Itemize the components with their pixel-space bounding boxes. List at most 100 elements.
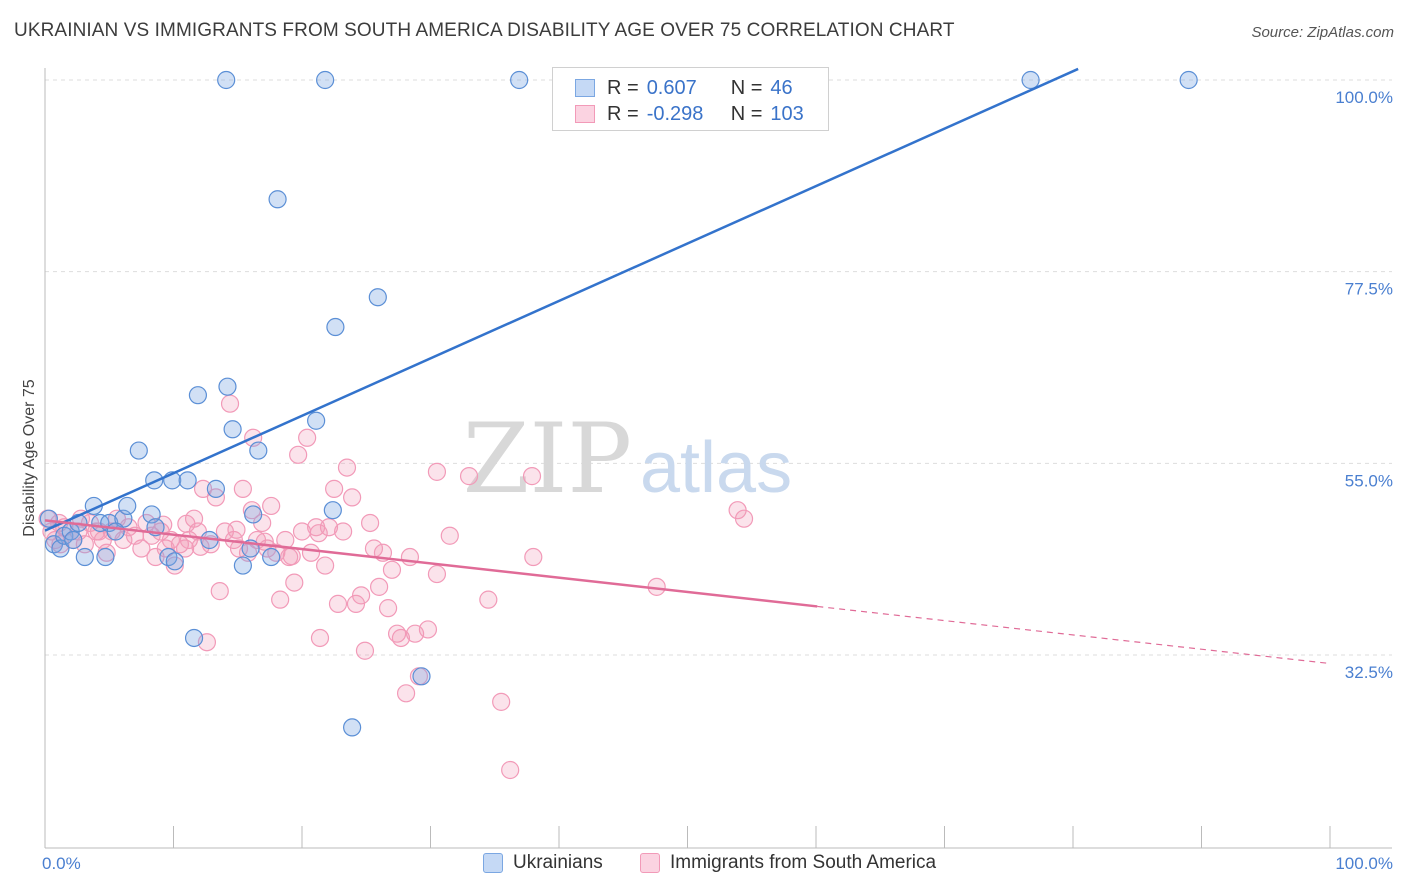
- data-point-immigrants: [337, 458, 357, 477]
- data-point-immigrants: [522, 467, 542, 486]
- data-point-ukrainians: [233, 556, 252, 575]
- n-value: 46: [770, 76, 793, 99]
- data-point-ukrainians: [178, 471, 197, 490]
- immigrants-swatch: [640, 853, 660, 873]
- data-point-immigrants: [396, 684, 416, 703]
- data-point-immigrants: [334, 522, 353, 541]
- data-point-immigrants: [361, 513, 380, 533]
- data-point-ukrainians: [268, 190, 287, 209]
- data-point-immigrants: [319, 518, 339, 537]
- data-point-ukrainians: [206, 479, 226, 498]
- n-value: 103: [770, 102, 804, 125]
- y-tick-label: 77.5%: [1345, 280, 1393, 299]
- series-ukrainians-points: [39, 70, 1198, 737]
- data-point-immigrants: [524, 547, 543, 567]
- trend-lines: [44, 67, 1331, 665]
- ukrainians-swatch: [575, 79, 595, 97]
- data-point-immigrants: [391, 628, 411, 648]
- data-point-ukrainians: [1179, 70, 1198, 90]
- data-point-ukrainians: [244, 505, 263, 524]
- grid-lines: [45, 79, 1392, 656]
- ukrainians-swatch: [483, 853, 503, 873]
- data-point-ukrainians: [1021, 70, 1040, 90]
- data-point-ukrainians: [326, 317, 345, 337]
- data-point-ukrainians: [165, 552, 184, 571]
- legend-label-ukrainians: Ukrainians: [513, 852, 603, 873]
- data-point-immigrants: [282, 547, 301, 566]
- data-point-immigrants: [220, 394, 240, 413]
- data-point-ukrainians: [217, 70, 236, 90]
- data-point-immigrants: [75, 535, 94, 554]
- data-point-immigrants: [378, 599, 398, 618]
- data-point-immigrants: [301, 543, 321, 562]
- data-point-ukrainians: [223, 420, 242, 439]
- data-point-immigrants: [310, 628, 330, 648]
- data-point-ukrainians: [412, 667, 431, 686]
- data-point-immigrants: [177, 514, 196, 533]
- data-point-ukrainians: [39, 509, 58, 528]
- data-point-ukrainians: [510, 70, 529, 90]
- data-point-immigrants: [175, 539, 195, 558]
- data-point-ukrainians: [129, 441, 148, 460]
- data-point-immigrants: [479, 590, 498, 609]
- data-point-immigrants: [309, 524, 328, 543]
- data-point-immigrants: [734, 509, 754, 528]
- n-label: N =: [730, 76, 763, 99]
- data-point-immigrants: [343, 488, 362, 507]
- data-point-immigrants: [459, 467, 479, 486]
- r-value: 0.607: [646, 76, 697, 99]
- data-point-immigrants: [352, 586, 371, 605]
- data-point-ukrainians: [343, 718, 362, 737]
- data-point-ukrainians: [262, 547, 281, 567]
- watermark-zip: ZIP: [463, 403, 632, 515]
- data-point-immigrants: [289, 445, 308, 464]
- data-point-ukrainians: [96, 547, 115, 567]
- data-point-immigrants: [427, 462, 447, 481]
- series-legend: Ukrainians Immigrants from South America: [0, 852, 1406, 878]
- data-point-ukrainians: [75, 547, 94, 567]
- trend-line-immigrants: [44, 519, 818, 608]
- data-point-ukrainians: [323, 501, 342, 520]
- source-label: Source: ZipAtlas.com: [1251, 24, 1394, 41]
- watermark-atlas: atlas: [640, 428, 792, 508]
- r-value: -0.298: [646, 102, 704, 125]
- data-point-immigrants: [370, 577, 389, 596]
- x-tick-label: 100.0%: [1335, 854, 1393, 873]
- n-label: N =: [730, 102, 763, 125]
- data-point-immigrants: [233, 479, 252, 498]
- legend-row-immigrants: R = -0.298 N = 103: [575, 102, 804, 126]
- y-tick-label: 32.5%: [1345, 663, 1393, 682]
- data-point-immigrants: [193, 479, 213, 498]
- data-point-immigrants: [210, 582, 229, 601]
- data-point-immigrants: [427, 564, 447, 584]
- data-point-immigrants: [316, 556, 335, 575]
- data-point-immigrants: [355, 641, 375, 660]
- data-point-ukrainians: [249, 441, 268, 460]
- data-point-immigrants: [328, 594, 348, 613]
- data-point-immigrants: [382, 560, 402, 579]
- data-point-immigrants: [132, 539, 151, 558]
- immigrants-swatch: [575, 105, 595, 123]
- watermark: ZIP atlas: [463, 403, 792, 515]
- legend-label-immigrants: Immigrants from South America: [670, 852, 937, 873]
- stats-legend: R = 0.607 N = 46 R = -0.298 N = 103: [552, 67, 829, 131]
- data-point-ukrainians: [118, 496, 137, 516]
- data-point-immigrants: [440, 526, 459, 545]
- data-point-ukrainians: [184, 628, 204, 648]
- r-label: R =: [607, 76, 639, 99]
- data-point-ukrainians: [307, 411, 326, 430]
- data-point-immigrants: [227, 520, 246, 539]
- trend-line-immigrants-extension: [817, 605, 1331, 665]
- data-point-immigrants: [418, 620, 438, 639]
- legend-item-immigrants: Immigrants from South America: [640, 852, 936, 874]
- chart-title: UKRAINIAN VS IMMIGRANTS FROM SOUTH AMERI…: [14, 20, 955, 41]
- data-point-immigrants: [346, 594, 366, 613]
- data-point-immigrants: [492, 692, 511, 711]
- data-point-immigrants: [285, 573, 304, 592]
- data-point-ukrainians: [368, 288, 387, 307]
- legend-row-ukrainians: R = 0.607 N = 46: [575, 76, 793, 100]
- data-point-immigrants: [276, 530, 295, 550]
- axes: [44, 68, 1392, 849]
- data-point-immigrants: [400, 547, 420, 567]
